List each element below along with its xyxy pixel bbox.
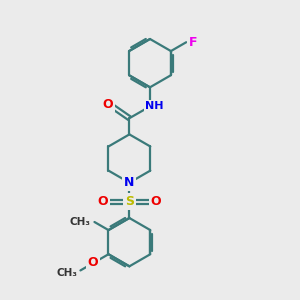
Text: O: O (151, 195, 161, 208)
Text: CH₃: CH₃ (70, 217, 91, 227)
Text: NH: NH (145, 101, 164, 111)
Text: CH₃: CH₃ (56, 268, 77, 278)
Text: F: F (188, 36, 197, 49)
Text: O: O (98, 195, 108, 208)
Text: N: N (124, 176, 135, 189)
Text: S: S (125, 195, 134, 208)
Text: O: O (103, 98, 113, 111)
Text: O: O (88, 256, 98, 269)
